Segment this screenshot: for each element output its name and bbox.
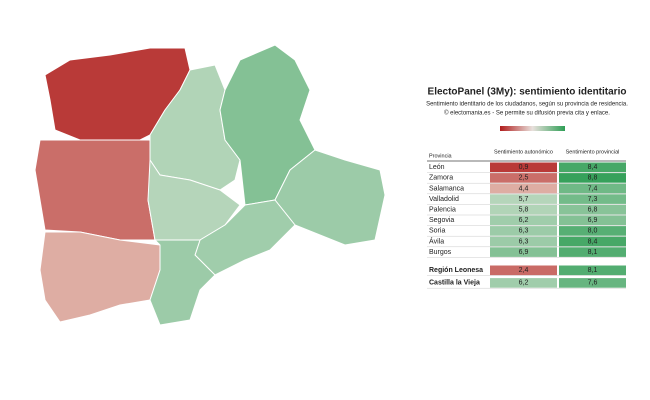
column-header: Provincia (429, 153, 453, 159)
province-name: Zamora (429, 175, 453, 182)
province-name: Valladolid (429, 196, 459, 203)
column-header: Sentimiento autonómico (494, 149, 553, 155)
value-cell (559, 226, 626, 236)
title: ElectoPanel (3My): sentimiento identitar… (428, 87, 627, 98)
value-cell (559, 247, 626, 257)
legend-gradient (500, 126, 565, 131)
value-cell (559, 173, 626, 183)
value-cell (490, 278, 557, 288)
province-name: Segovia (429, 217, 454, 224)
province-name: Ávila (429, 236, 444, 245)
value-cell (490, 162, 557, 173)
cell-value: 8,1 (588, 267, 598, 274)
province-name: Región Leonesa (429, 267, 483, 274)
cell-value: 5,8 (519, 207, 529, 214)
value-cell (559, 265, 626, 276)
cell-value: 8,8 (588, 175, 598, 182)
province-name: Burgos (429, 249, 452, 256)
province-name: Palencia (429, 207, 456, 214)
cell-value: 6,9 (588, 217, 598, 224)
province-region (147, 159, 241, 241)
province-region (149, 239, 216, 326)
province-region (39, 231, 161, 323)
map (34, 44, 386, 326)
value-cell (490, 265, 557, 276)
cell-value: 6,3 (519, 238, 529, 245)
value-cell (559, 194, 626, 204)
cell-value: 4,4 (519, 185, 529, 192)
value-cell (559, 162, 626, 173)
value-cell (559, 236, 626, 247)
cell-value: 5,7 (519, 196, 529, 203)
province-name: León (429, 164, 445, 171)
cell-value: 8,4 (588, 164, 598, 171)
cell-value: 6,8 (588, 207, 598, 214)
cell-value: 2,5 (519, 175, 529, 182)
value-cell (490, 215, 557, 226)
value-cell (559, 204, 626, 215)
table: Provincia Sentimiento autonómico Sentimien… (427, 149, 626, 289)
cell-value: 6,9 (519, 249, 529, 256)
subtitle: Sentimiento identitario de los ciudadano… (426, 102, 628, 108)
cell-value: 7,6 (588, 280, 598, 287)
value-cell (490, 247, 557, 257)
province-name: Castilla la Vieja (429, 280, 480, 287)
cell-value: 6,2 (519, 280, 529, 287)
cell-value: 6,2 (519, 217, 529, 224)
column-header: Sentimiento provincial (566, 149, 620, 155)
cell-value: 7,3 (588, 196, 598, 203)
province-name: Salamanca (429, 185, 464, 192)
credit: © electomania.es - Se permite su difusió… (444, 110, 610, 117)
value-cell (490, 204, 557, 215)
value-cell (490, 236, 557, 247)
cell-value: 0,9 (519, 164, 529, 171)
value-cell (490, 194, 557, 204)
value-cell (490, 173, 557, 183)
value-cell (490, 183, 557, 194)
cell-value: 8,1 (588, 249, 598, 256)
cell-value: 7,4 (588, 185, 598, 192)
cell-value: 2,4 (519, 267, 529, 274)
value-cell (559, 215, 626, 226)
cell-value: 8,4 (588, 238, 598, 245)
value-cell (490, 226, 557, 236)
value-cell (559, 183, 626, 194)
cell-value: 8,0 (588, 228, 598, 235)
province-region (34, 139, 156, 241)
province-name: Soria (429, 228, 445, 235)
cell-value: 6,3 (519, 228, 529, 235)
province-region (274, 149, 386, 246)
value-cell (559, 278, 626, 288)
